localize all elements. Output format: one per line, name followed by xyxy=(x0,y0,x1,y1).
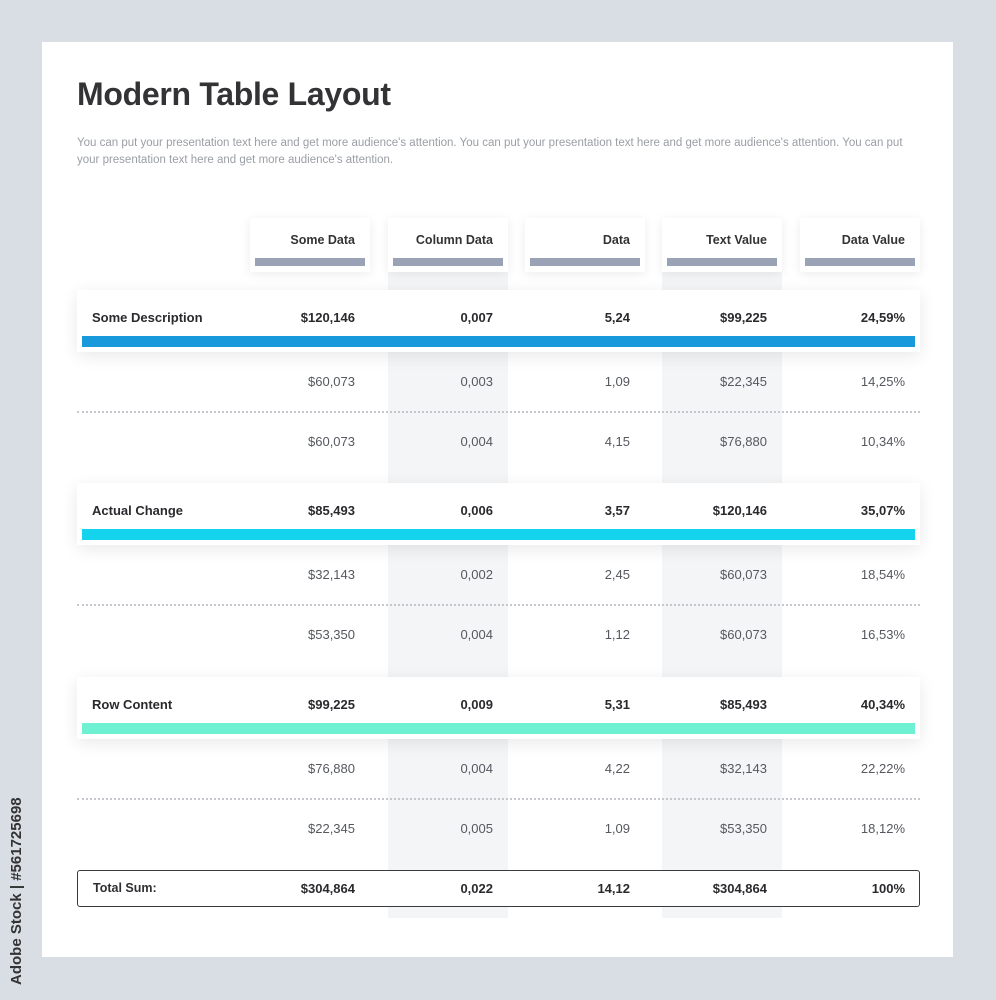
table-cell: 1,09 xyxy=(604,374,630,389)
table-cell: 18,54% xyxy=(860,567,905,582)
table-cell: 14,25% xyxy=(860,374,905,389)
column-header-label: Data xyxy=(602,233,630,247)
table-cell: $60,073 xyxy=(308,374,355,389)
table-cell: $32,143 xyxy=(308,567,355,582)
column-header-bar xyxy=(667,258,777,266)
table-cell: 16,53% xyxy=(860,627,905,642)
table-cell: 0,004 xyxy=(460,627,493,642)
table-row: $53,350 0,004 1,12 $60,073 16,53% xyxy=(77,627,920,647)
total-cell: $304,864 xyxy=(712,881,767,896)
table-cell: $32,143 xyxy=(720,761,767,776)
column-header-bar xyxy=(530,258,640,266)
table-cell: $60,073 xyxy=(720,627,767,642)
column-header-label: Some Data xyxy=(290,233,355,247)
table-cell: 0,003 xyxy=(460,374,493,389)
total-row: Total Sum: $304,864 0,022 14,12 $304,864 100% xyxy=(77,870,920,907)
table-cell: $76,880 xyxy=(308,761,355,776)
row-divider xyxy=(77,798,920,800)
table-cell: $22,345 xyxy=(720,374,767,389)
table-row: $76,880 0,004 4,22 $32,143 22,22% xyxy=(77,761,920,781)
table-cell: 0,004 xyxy=(460,434,493,449)
table-row: $60,073 0,003 1,09 $22,345 14,25% xyxy=(77,374,920,394)
group-cell: 35,07% xyxy=(860,503,905,518)
group-cell: 40,34% xyxy=(860,697,905,712)
total-cell: 100% xyxy=(871,881,905,896)
table-row: $60,073 0,004 4,15 $76,880 10,34% xyxy=(77,434,920,454)
column-header: Text Value xyxy=(662,218,782,272)
group-row: Some Description $120,146 0,007 5,24 $99,225… xyxy=(77,290,920,352)
group-cell: 0,009 xyxy=(460,697,493,712)
group-color-bar xyxy=(82,723,915,734)
group-color-bar xyxy=(82,529,915,540)
table-row: $32,143 0,002 2,45 $60,073 18,54% xyxy=(77,567,920,587)
group-cell: 0,007 xyxy=(460,310,493,325)
total-cell: 14,12 xyxy=(597,881,630,896)
column-header-bar xyxy=(805,258,915,266)
column-shade xyxy=(662,272,782,918)
table-row: $22,345 0,005 1,09 $53,350 18,12% xyxy=(77,821,920,841)
group-label: Actual Change xyxy=(92,503,184,518)
row-divider xyxy=(77,604,920,606)
table-cell: $53,350 xyxy=(308,627,355,642)
row-divider xyxy=(77,411,920,413)
table-cell: 1,09 xyxy=(604,821,630,836)
group-cell: $120,146 xyxy=(300,310,355,325)
table-cell: 2,45 xyxy=(604,567,630,582)
group-cell: 5,31 xyxy=(604,697,630,712)
column-header: Data Value xyxy=(800,218,920,272)
table-cell: 0,005 xyxy=(460,821,493,836)
column-header: Data xyxy=(525,218,645,272)
table-cell: $76,880 xyxy=(720,434,767,449)
table-cell: $22,345 xyxy=(308,821,355,836)
group-cell: $85,493 xyxy=(308,503,355,518)
total-cell: $304,864 xyxy=(300,881,355,896)
group-label: Row Content xyxy=(92,697,173,712)
column-header-bar xyxy=(255,258,365,266)
column-shade xyxy=(388,272,508,918)
column-header-label: Text Value xyxy=(706,233,767,247)
total-label: Total Sum: xyxy=(93,881,157,895)
group-row: Actual Change $85,493 0,006 3,57 $120,146 35,… xyxy=(77,483,920,545)
table-cell: 1,12 xyxy=(604,627,630,642)
column-header-label: Data Value xyxy=(841,233,905,247)
table-cell: 0,002 xyxy=(460,567,493,582)
table-cell: 4,22 xyxy=(604,761,630,776)
table-cell: 4,15 xyxy=(604,434,630,449)
group-cell: $85,493 xyxy=(720,697,767,712)
table-cell: $60,073 xyxy=(720,567,767,582)
table-cell: 22,22% xyxy=(860,761,905,776)
group-cell: $120,146 xyxy=(712,503,767,518)
description: You can put your presentation text here … xyxy=(77,137,903,166)
page-title: Modern Table Layout xyxy=(77,76,391,112)
group-cell: 24,59% xyxy=(860,310,905,325)
column-header-label: Column Data xyxy=(415,233,493,247)
group-cell: 0,006 xyxy=(460,503,493,518)
table-cell: $60,073 xyxy=(308,434,355,449)
group-cell: 5,24 xyxy=(604,310,630,325)
group-cell: $99,225 xyxy=(720,310,767,325)
group-row: Row Content $99,225 0,009 5,31 $85,493 40,34% xyxy=(77,677,920,739)
table-cell: 10,34% xyxy=(860,434,905,449)
table-cell: $53,350 xyxy=(720,821,767,836)
group-cell: $99,225 xyxy=(308,697,355,712)
column-header: Some Data xyxy=(250,218,370,272)
column-header: Column Data xyxy=(388,218,508,272)
table-cell: 0,004 xyxy=(460,761,493,776)
group-cell: 3,57 xyxy=(604,503,630,518)
group-color-bar xyxy=(82,336,915,347)
group-label: Some Description xyxy=(92,310,203,325)
table-cell: 18,12% xyxy=(860,821,905,836)
watermark: Adobe Stock | #561725698 xyxy=(8,797,25,985)
total-cell: 0,022 xyxy=(460,881,493,896)
column-header-bar xyxy=(393,258,503,266)
